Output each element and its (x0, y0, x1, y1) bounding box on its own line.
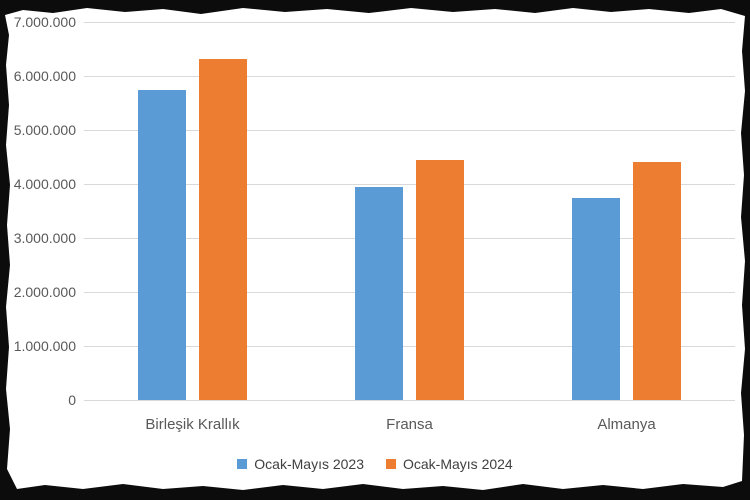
gridline (84, 346, 735, 347)
y-axis-tick-label: 6.000.000 (13, 68, 76, 84)
gridline (84, 400, 735, 401)
legend-label: Ocak-Mayıs 2023 (254, 456, 364, 472)
gridline (84, 22, 735, 23)
chart-panel: 0 1.000.000 2.000.000 3.000.000 4.000.000 5.0… (5, 8, 745, 490)
y-axis-tick-label: 3.000.000 (13, 230, 76, 246)
gridline (84, 238, 735, 239)
category-label-fransa: Fransa (386, 416, 433, 433)
category-label-almanya: Almanya (597, 416, 656, 433)
legend-item-ocak-mayis-2024: Ocak-Mayıs 2024 (386, 456, 513, 472)
bar-ocak-mayis-2023-almanya (572, 197, 620, 400)
legend-swatch-icon (237, 459, 248, 469)
gridline (84, 130, 735, 131)
y-axis-tick-label: 5.000.000 (13, 122, 76, 138)
bar-ocak-mayis-2024-almanya (633, 162, 681, 400)
legend-label: Ocak-Mayıs 2024 (403, 456, 513, 472)
gridline (84, 184, 735, 185)
legend-item-ocak-mayis-2023: Ocak-Mayıs 2023 (237, 456, 364, 472)
plot-area (84, 22, 735, 401)
y-axis-tick-label: 2.000.000 (13, 284, 76, 300)
bar-ocak-mayis-2024-birlesik-krallik (199, 58, 247, 400)
legend-swatch-icon (386, 459, 396, 469)
bar-ocak-mayis-2023-fransa (355, 186, 403, 400)
bar-ocak-mayis-2024-fransa (416, 160, 464, 400)
y-axis-tick-label: 0 (68, 392, 76, 408)
gridline (84, 76, 735, 77)
y-axis-tick-label: 4.000.000 (13, 176, 76, 192)
legend: Ocak-Mayıs 2023 Ocak-Mayıs 2024 (5, 456, 745, 472)
gridline (84, 292, 735, 293)
category-label-birlesik-krallik: Birleşik Krallık (145, 416, 240, 433)
y-axis-tick-label: 1.000.000 (13, 338, 76, 354)
y-axis-tick-label: 7.000.000 (13, 14, 76, 30)
bar-ocak-mayis-2023-birlesik-krallik (138, 89, 186, 400)
